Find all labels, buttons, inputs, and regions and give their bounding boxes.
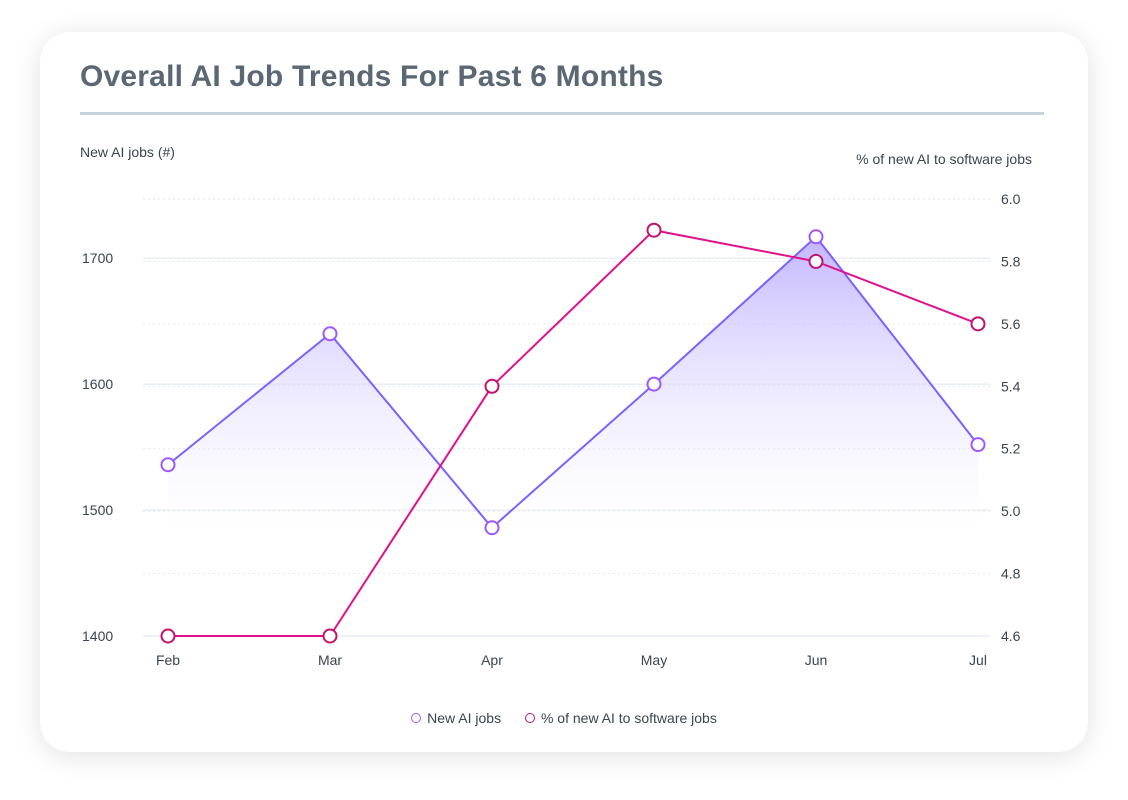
legend-item-percent[interactable]: % of new AI to software jobs (524, 710, 717, 726)
legend-label: New AI jobs (427, 710, 502, 726)
right-tick-label: 6.0 (1001, 191, 1021, 207)
right-tick-label: 5.6 (1001, 316, 1021, 332)
right-tick-label: 5.4 (1001, 378, 1021, 394)
right-tick-label: 4.6 (1001, 628, 1021, 644)
area-new-ai-jobs (168, 236, 978, 532)
point-percent-ai (970, 316, 986, 332)
point-percent-ai (160, 628, 176, 644)
right-tick-label: 4.8 (1001, 566, 1021, 582)
x-tick-label: May (641, 652, 667, 668)
legend-label: % of new AI to software jobs (540, 710, 717, 726)
right-tick-label: 5.0 (1001, 503, 1021, 519)
legend: New AI jobs % of new AI to software jobs (0, 710, 1128, 726)
point-new-ai-jobs (646, 376, 662, 392)
x-tick-label: Jul (969, 652, 987, 668)
x-tick-label: Jun (805, 652, 828, 668)
legend-marker-icon (411, 713, 422, 723)
chart-title: Overall AI Job Trends For Past 6 Months (80, 60, 664, 93)
point-percent-ai (484, 378, 500, 394)
left-axis-label: New AI jobs (#) (80, 144, 175, 160)
left-tick-label: 1500 (82, 502, 113, 518)
right-tick-label: 5.2 (1001, 441, 1021, 457)
title-divider (80, 112, 1044, 115)
left-tick-label: 1600 (82, 376, 113, 392)
x-tick-label: Apr (481, 652, 503, 668)
point-new-ai-jobs (970, 437, 986, 453)
point-percent-ai (808, 253, 824, 269)
legend-item-new-ai-jobs[interactable]: New AI jobs (411, 710, 501, 726)
left-tick-label: 1700 (82, 250, 113, 266)
x-tick-label: Feb (156, 652, 180, 668)
point-new-ai-jobs (808, 229, 824, 245)
left-tick-label: 1400 (82, 628, 113, 644)
point-new-ai-jobs (160, 457, 176, 473)
point-percent-ai (646, 222, 662, 238)
point-percent-ai (322, 628, 338, 644)
right-tick-label: 5.8 (1001, 253, 1021, 269)
point-new-ai-jobs (322, 326, 338, 342)
line-percent-ai (168, 229, 979, 637)
right-axis-label: % of new AI to software jobs (856, 151, 1032, 167)
x-tick-label: Mar (318, 652, 342, 668)
legend-marker-icon (524, 713, 535, 723)
point-new-ai-jobs (484, 520, 500, 536)
